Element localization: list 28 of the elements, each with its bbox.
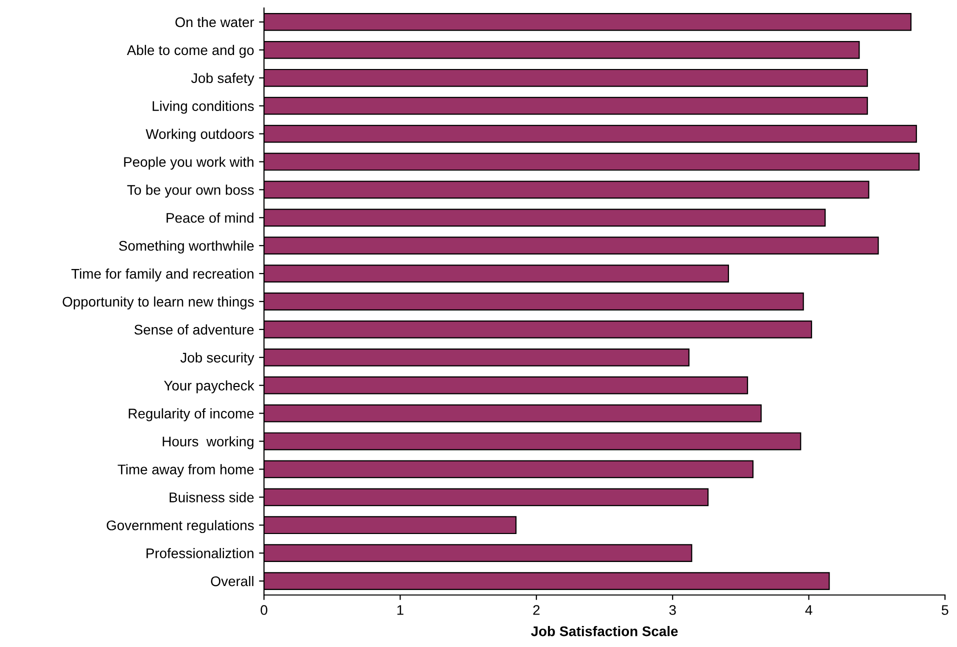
y-tick-label: Your paycheck (164, 380, 254, 394)
x-tick-label: 0 (260, 605, 268, 615)
y-tick-label: To be your own boss (127, 184, 254, 198)
y-tick-label: Time for family and recreation (71, 268, 254, 282)
y-tick-label: Hours working (162, 436, 254, 450)
y-tick-label: Working outdoors (146, 128, 254, 142)
y-tick-label: Able to come and go (126, 44, 254, 58)
y-tick-label: People you work with (124, 156, 254, 170)
y-tick-label: Job security (180, 352, 254, 366)
y-tick-label: Professionaliztion (146, 548, 254, 558)
y-tick-label: Government regulations (106, 520, 254, 534)
x-tick-label: 5 (942, 605, 948, 615)
y-tick-label: Regularity of income (128, 408, 254, 422)
y-tick-label: Living conditions (152, 100, 254, 114)
y-tick-label: Sense of adventure (134, 324, 254, 335)
y-tick-label: Peace of mind (166, 212, 254, 223)
y-tick-label: Job safety (191, 72, 254, 86)
x-tick-label: 4 (805, 605, 812, 615)
x-axis-title: Job Satisfaction Scale (531, 626, 678, 636)
y-tick-label: Opportunity to learn new things (62, 296, 254, 310)
y-tick-label: Time away from home (118, 464, 254, 478)
x-tick-label: 2 (533, 605, 540, 615)
x-tick-label: 1 (397, 605, 404, 615)
x-tick-label: 3 (669, 605, 676, 615)
y-tick-label: On the water (175, 16, 254, 28)
y-tick-label: Buisness side (170, 492, 254, 502)
y-tick-label: Something worthwhile (119, 240, 254, 254)
y-tick-label: Overall (210, 576, 254, 586)
